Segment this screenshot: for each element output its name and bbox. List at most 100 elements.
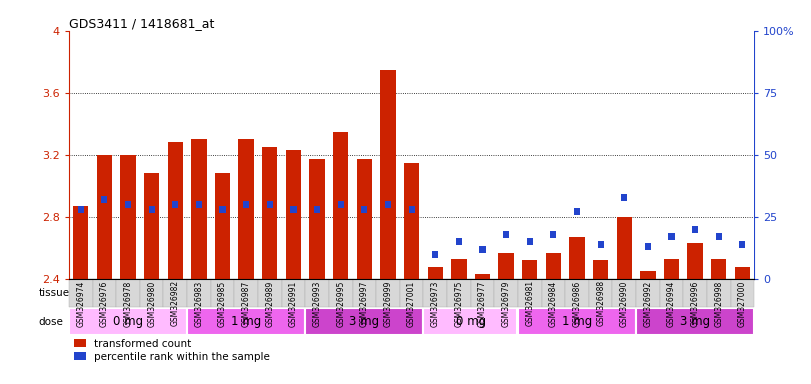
Bar xyxy=(432,251,438,258)
Bar xyxy=(125,201,131,208)
Bar xyxy=(353,279,376,307)
Bar xyxy=(258,279,281,307)
Bar xyxy=(526,238,533,245)
Bar xyxy=(69,308,187,335)
Bar xyxy=(711,259,727,279)
Text: dose: dose xyxy=(38,316,63,326)
Bar xyxy=(598,241,603,248)
Text: 1 mg: 1 mg xyxy=(231,315,261,328)
Bar xyxy=(684,279,707,307)
Bar xyxy=(707,279,731,307)
Bar xyxy=(518,279,542,307)
Bar xyxy=(494,279,518,307)
Bar xyxy=(447,279,470,307)
Bar xyxy=(333,132,349,279)
Bar xyxy=(456,238,462,245)
Text: 0 mg: 0 mg xyxy=(113,315,143,328)
Bar xyxy=(144,174,159,279)
Text: 1 mg: 1 mg xyxy=(562,315,592,328)
Bar xyxy=(195,201,202,208)
Text: tissue: tissue xyxy=(38,288,69,298)
Bar xyxy=(574,209,580,215)
Bar xyxy=(376,279,400,307)
Bar xyxy=(551,231,556,238)
Bar xyxy=(423,280,753,307)
Bar xyxy=(612,279,636,307)
Text: 3 mg: 3 mg xyxy=(680,315,710,328)
Legend: transformed count, percentile rank within the sample: transformed count, percentile rank withi… xyxy=(74,339,270,362)
Bar xyxy=(148,206,155,213)
Bar xyxy=(645,243,651,250)
Bar xyxy=(314,206,320,213)
Bar xyxy=(546,253,561,279)
Bar xyxy=(518,308,636,335)
Bar xyxy=(92,279,116,307)
Bar xyxy=(474,274,490,279)
Text: liver: liver xyxy=(234,286,260,300)
Bar xyxy=(164,279,187,307)
Bar xyxy=(385,201,391,208)
Bar xyxy=(215,174,230,279)
Bar xyxy=(120,155,135,279)
Bar xyxy=(234,279,258,307)
Bar xyxy=(290,206,297,213)
Text: lung: lung xyxy=(576,286,602,300)
Bar xyxy=(688,243,703,279)
Text: GDS3411 / 1418681_at: GDS3411 / 1418681_at xyxy=(69,17,214,30)
Bar xyxy=(262,147,277,279)
Bar xyxy=(423,308,517,335)
Bar xyxy=(451,259,466,279)
Text: 0 mg: 0 mg xyxy=(456,315,486,328)
Bar xyxy=(616,217,632,279)
Bar xyxy=(640,271,655,279)
Bar xyxy=(569,237,585,279)
Bar xyxy=(69,280,423,307)
Bar xyxy=(668,233,675,240)
Bar xyxy=(220,206,225,213)
Bar xyxy=(427,266,443,279)
Bar xyxy=(191,139,207,279)
Text: 3 mg: 3 mg xyxy=(350,315,380,328)
Bar xyxy=(69,279,92,307)
Bar xyxy=(565,279,589,307)
Bar xyxy=(97,155,112,279)
Bar xyxy=(404,162,419,279)
Bar xyxy=(499,253,514,279)
Bar xyxy=(267,201,272,208)
Bar xyxy=(593,260,608,279)
Bar xyxy=(409,206,414,213)
Bar xyxy=(380,70,396,279)
Bar xyxy=(168,142,183,279)
Bar xyxy=(305,279,329,307)
Bar xyxy=(187,279,211,307)
Bar xyxy=(503,231,509,238)
Bar xyxy=(664,259,679,279)
Bar xyxy=(305,308,423,335)
Bar xyxy=(716,233,722,240)
Bar xyxy=(238,139,254,279)
Bar xyxy=(73,206,88,279)
Bar xyxy=(285,150,301,279)
Bar xyxy=(621,194,628,200)
Bar xyxy=(659,279,684,307)
Bar xyxy=(337,201,344,208)
Bar xyxy=(361,206,367,213)
Bar xyxy=(172,201,178,208)
Bar xyxy=(139,279,164,307)
Bar xyxy=(400,279,423,307)
Bar xyxy=(211,279,234,307)
Bar xyxy=(542,279,565,307)
Bar xyxy=(470,279,494,307)
Bar xyxy=(692,226,698,233)
Bar xyxy=(479,246,486,253)
Bar xyxy=(522,260,538,279)
Bar xyxy=(101,196,107,203)
Bar xyxy=(243,201,249,208)
Bar xyxy=(357,159,372,279)
Bar xyxy=(636,279,659,307)
Bar xyxy=(329,279,353,307)
Bar xyxy=(116,279,139,307)
Bar xyxy=(589,279,612,307)
Bar xyxy=(636,308,753,335)
Bar xyxy=(78,206,84,213)
